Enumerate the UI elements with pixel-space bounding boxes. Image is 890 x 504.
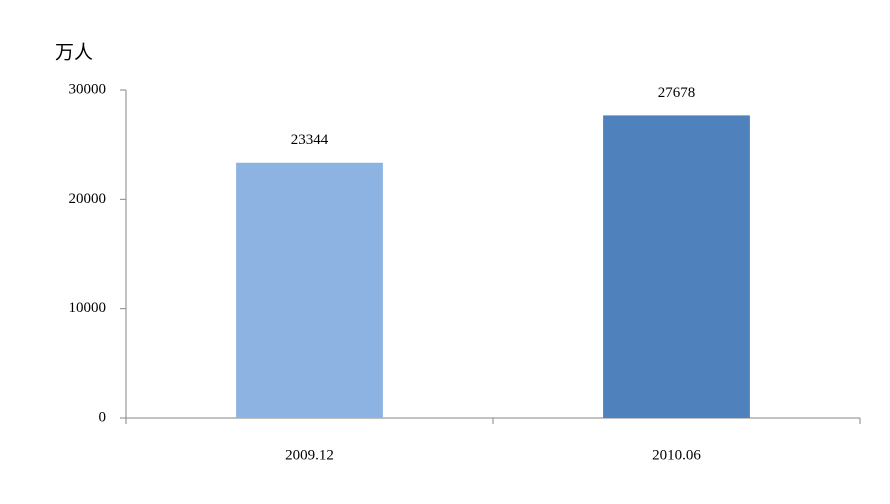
y-tick-label: 30000 <box>69 81 107 97</box>
x-tick-label: 2010.06 <box>652 447 701 463</box>
bar <box>603 115 750 418</box>
value-label: 27678 <box>658 85 696 101</box>
y-axis-label: 万人 <box>55 41 93 63</box>
y-tick-label: 10000 <box>69 300 107 316</box>
y-tick-label: 20000 <box>69 191 107 207</box>
y-tick-label: 0 <box>99 409 107 425</box>
bar <box>236 162 383 418</box>
value-label: 23344 <box>291 132 329 148</box>
x-tick-label: 2009.12 <box>285 447 334 463</box>
